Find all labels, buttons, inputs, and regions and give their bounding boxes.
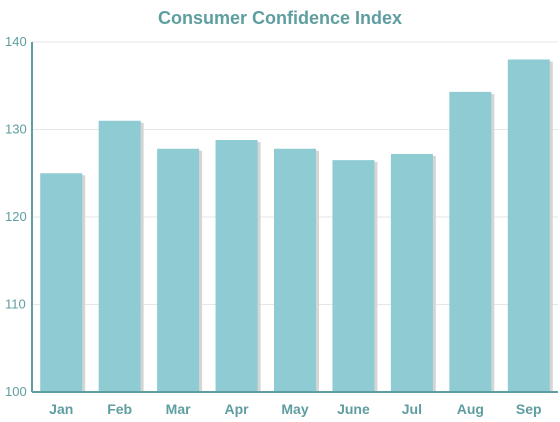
bars: [40, 59, 553, 392]
bar: [274, 148, 316, 392]
bar: [157, 148, 200, 392]
x-tick-label: June: [337, 401, 370, 417]
y-tick-label: 140: [5, 34, 27, 49]
x-tick-label: Apr: [224, 401, 249, 417]
y-tick-label: 120: [5, 209, 27, 224]
bar: [215, 140, 258, 392]
bar: [98, 120, 141, 392]
bar: [332, 160, 375, 392]
axes: [31, 42, 558, 393]
x-tick-label: Sep: [516, 401, 542, 417]
x-tick-label: Jul: [402, 401, 422, 417]
chart-title: Consumer Confidence Index: [157, 8, 403, 28]
x-tick-label: Mar: [166, 401, 191, 417]
x-tick-label: Aug: [457, 401, 484, 417]
bar: [449, 91, 492, 392]
bar: [507, 59, 550, 392]
bar: [390, 154, 433, 392]
tick-labels: 100 110 120 130 140 Jan Feb Mar Apr May June Jul Aug…: [5, 34, 542, 417]
bar: [40, 173, 83, 392]
x-tick-label: May: [281, 401, 308, 417]
x-tick-label: Feb: [107, 401, 132, 417]
x-tick-label: Jan: [49, 401, 73, 417]
y-tick-label: 110: [5, 297, 26, 312]
y-tick-label: 130: [5, 122, 27, 137]
y-tick-label: 100: [5, 384, 27, 399]
